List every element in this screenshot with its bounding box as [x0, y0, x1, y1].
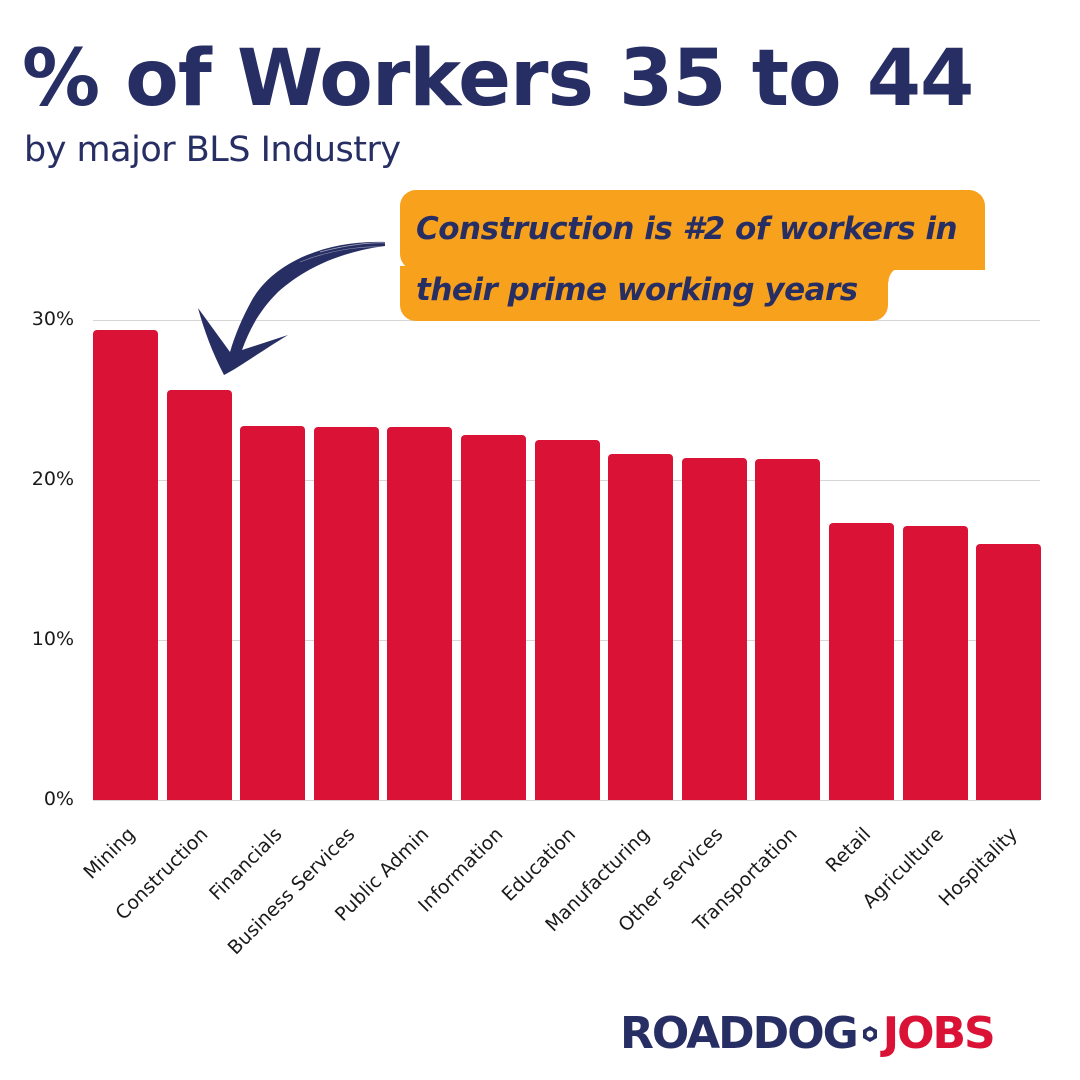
- y-tick-label: 10%: [31, 628, 74, 650]
- bar-business-services: [313, 427, 379, 800]
- y-tick-label: 30%: [31, 308, 74, 330]
- bar-public-admin: [387, 427, 453, 800]
- callout-line-2: their prime working years: [400, 266, 904, 321]
- chart-subtitle: by major BLS Industry: [24, 130, 401, 170]
- bar-construction: [166, 390, 232, 800]
- curved-arrow-down-left-icon: [198, 241, 387, 375]
- roaddog-jobs-logo: ROADDOG JOBS: [620, 1008, 996, 1059]
- x-axis-label: Business Services: [223, 823, 360, 960]
- x-axis-label: Mining: [78, 823, 140, 884]
- bar-information: [461, 435, 526, 800]
- chart-title: % of Workers 35 to 44: [22, 34, 974, 124]
- bar-manufacturing: [608, 454, 674, 800]
- bar-other-services: [681, 457, 747, 800]
- bar-agriculture: [902, 526, 968, 800]
- bar-education: [534, 440, 600, 800]
- callout-box: Construction is #2 of workers in their p…: [400, 190, 985, 321]
- bar-financials: [240, 425, 306, 800]
- logo-roaddog-text: ROADDOG: [620, 1008, 859, 1059]
- x-axis-label: Hospitality: [934, 823, 1022, 911]
- callout-line-1: Construction is #2 of workers in: [400, 190, 985, 270]
- bar-retail: [829, 523, 894, 800]
- bar-mining: [93, 329, 158, 800]
- hex-nut-icon: [862, 1026, 877, 1042]
- y-tick-label: 20%: [31, 468, 74, 490]
- bar-hospitality: [976, 544, 1042, 800]
- y-tick-label: 0%: [43, 788, 74, 810]
- x-axis-label: Retail: [821, 823, 875, 877]
- bar-transportation: [755, 459, 821, 800]
- logo-jobs-text: JOBS: [882, 1008, 996, 1059]
- gridline: [93, 800, 1040, 801]
